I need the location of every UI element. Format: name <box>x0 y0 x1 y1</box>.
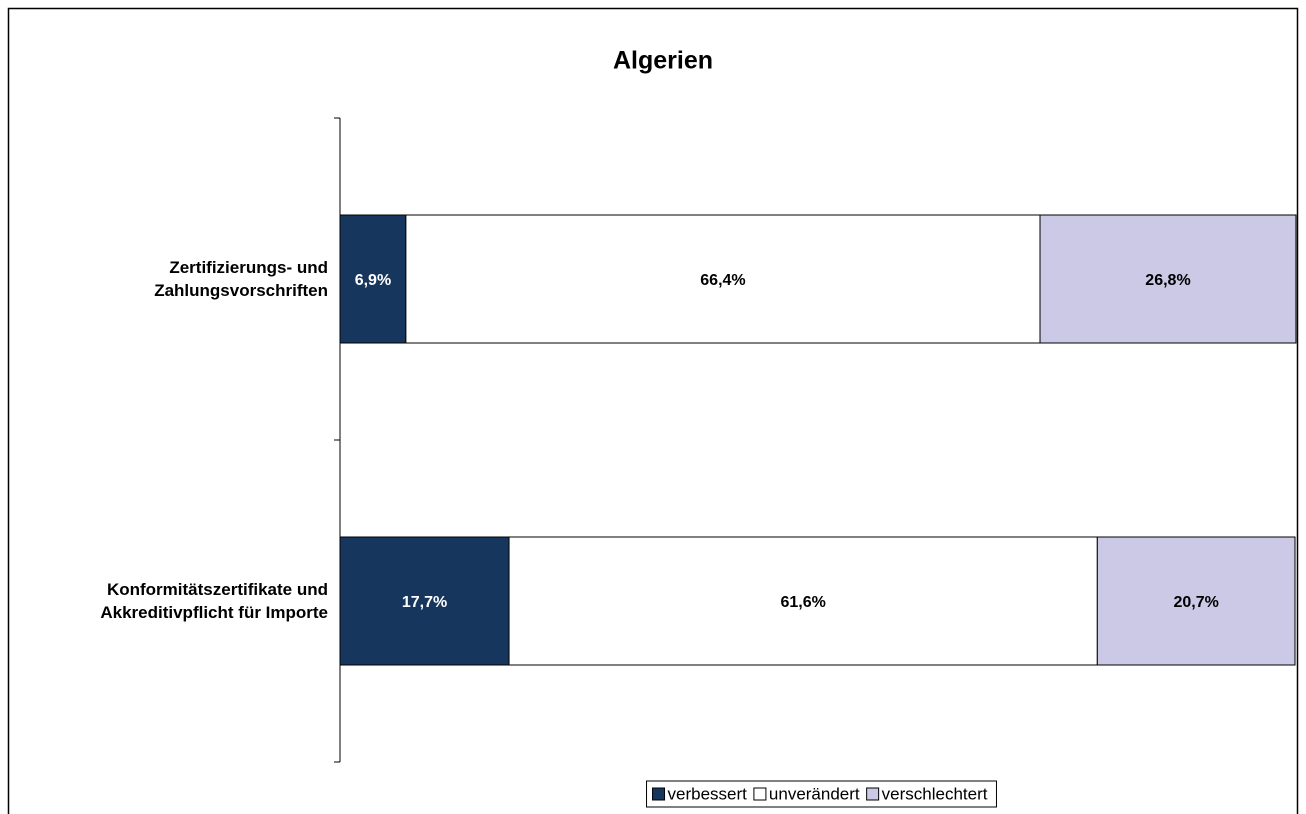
bar-segment <box>508 536 1098 666</box>
legend-label: verschlechtert <box>882 784 988 803</box>
data-label: 6,9% <box>355 272 391 289</box>
data-label: 17,7% <box>402 594 447 611</box>
data-label: 66,4% <box>700 272 745 289</box>
legend-swatch <box>866 787 880 801</box>
data-label: 20,7% <box>1173 594 1218 611</box>
bar-segment <box>405 214 1041 344</box>
bar-segment <box>339 214 407 344</box>
bar-segment <box>339 536 510 666</box>
y-tick-label: Konformitätszertifikate und Akkreditivpf… <box>100 580 328 622</box>
legend-box <box>646 780 997 808</box>
y-tick-label: Zertifizierungs- und Zahlungsvorschrifte… <box>154 258 328 300</box>
legend-swatch <box>652 787 666 801</box>
legend-label: unverändert <box>769 784 860 803</box>
chart-title: Algerien <box>613 47 713 75</box>
data-label: 61,6% <box>780 594 825 611</box>
legend-swatch <box>753 787 767 801</box>
data-label: 26,8% <box>1145 272 1190 289</box>
legend-label: verbessert <box>668 784 748 803</box>
bar-segment <box>1039 214 1297 344</box>
bar-segment <box>1096 536 1296 666</box>
chart-border <box>7 7 1299 814</box>
